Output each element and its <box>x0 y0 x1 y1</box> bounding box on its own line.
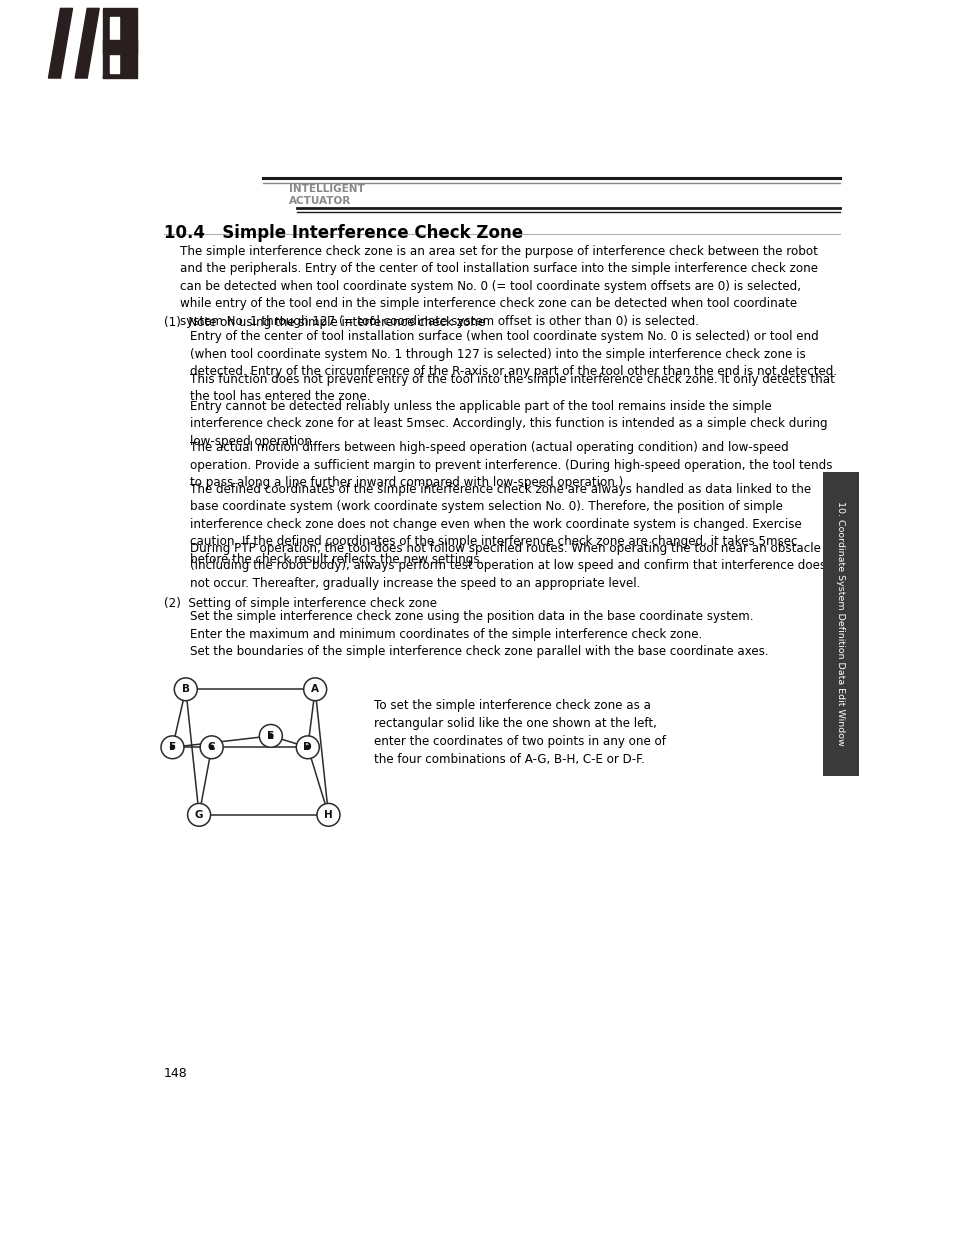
Ellipse shape <box>161 736 184 758</box>
Text: 10. Coordinate System Definition Data Edit Window: 10. Coordinate System Definition Data Ed… <box>836 501 844 746</box>
Text: (1)  Note on using the simple interference check zone: (1) Note on using the simple interferenc… <box>164 316 484 329</box>
Text: This function does not prevent entry of the tool into the simple interference ch: This function does not prevent entry of … <box>190 373 834 403</box>
Text: During PTP operation, the tool does not follow specified routes. When operating : During PTP operation, the tool does not … <box>190 542 825 590</box>
Ellipse shape <box>200 736 223 758</box>
Polygon shape <box>75 9 99 78</box>
Polygon shape <box>110 17 119 73</box>
Text: D: D <box>303 742 312 752</box>
Polygon shape <box>49 9 72 78</box>
Ellipse shape <box>188 804 211 826</box>
Ellipse shape <box>305 745 310 750</box>
Ellipse shape <box>174 678 197 700</box>
Text: B: B <box>182 684 190 694</box>
Ellipse shape <box>170 745 174 750</box>
Text: To set the simple interference check zone as a
rectangular solid like the one sh: To set the simple interference check zon… <box>374 699 665 766</box>
Text: C: C <box>208 742 215 752</box>
Text: INTELLIGENT: INTELLIGENT <box>289 184 365 194</box>
Text: The actual motion differs between high-speed operation (actual operating conditi: The actual motion differs between high-s… <box>190 441 832 489</box>
Polygon shape <box>103 40 136 54</box>
Ellipse shape <box>296 736 319 758</box>
Ellipse shape <box>316 804 339 826</box>
Text: Set the simple interference check zone using the position data in the base coord: Set the simple interference check zone u… <box>190 610 768 658</box>
Ellipse shape <box>259 725 282 747</box>
Text: 148: 148 <box>164 1067 187 1081</box>
Text: (2)  Setting of simple interference check zone: (2) Setting of simple interference check… <box>164 597 436 610</box>
Ellipse shape <box>209 745 213 750</box>
Text: Entry cannot be detected reliably unless the applicable part of the tool remains: Entry cannot be detected reliably unless… <box>190 400 827 448</box>
Text: G: G <box>194 810 203 820</box>
Text: H: H <box>324 810 333 820</box>
Text: E: E <box>267 731 274 741</box>
Ellipse shape <box>303 678 326 700</box>
Text: A: A <box>311 684 319 694</box>
Text: Entry of the center of tool installation surface (when tool coordinate system No: Entry of the center of tool installation… <box>190 330 837 378</box>
Text: The simple interference check zone is an area set for the purpose of interferenc: The simple interference check zone is an… <box>180 245 817 327</box>
Ellipse shape <box>268 734 273 739</box>
Text: F: F <box>169 742 176 752</box>
Text: 10.4   Simple Interference Check Zone: 10.4 Simple Interference Check Zone <box>164 225 522 242</box>
Polygon shape <box>103 9 136 78</box>
Bar <box>822 472 858 776</box>
Text: ACTUATOR: ACTUATOR <box>289 195 352 205</box>
Polygon shape <box>103 9 136 78</box>
Text: The defined coordinates of the simple interference check zone are always handled: The defined coordinates of the simple in… <box>190 483 810 566</box>
